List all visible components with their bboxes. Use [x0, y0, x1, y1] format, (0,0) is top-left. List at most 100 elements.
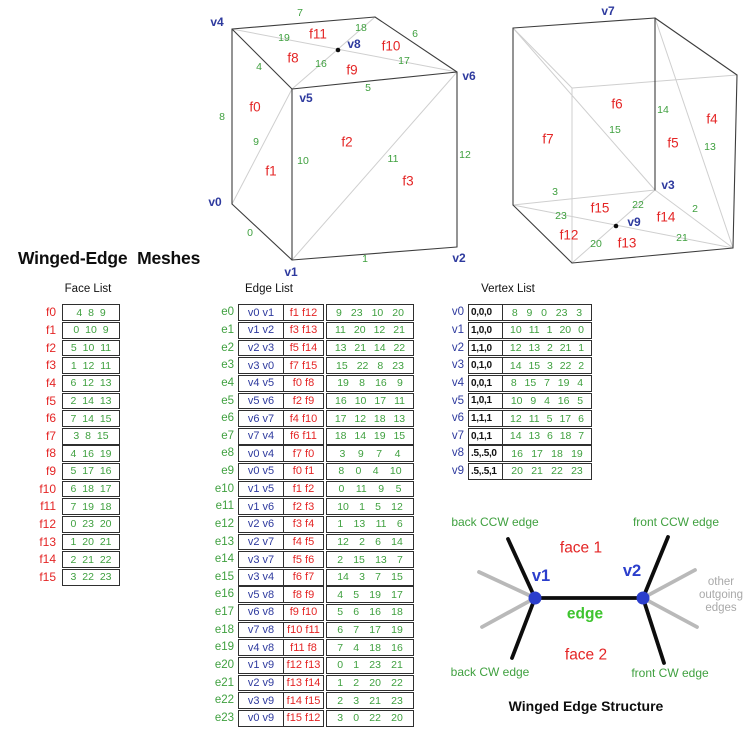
edge-list-row: e20 v1 v9 f12 f13 0 1 23 21 — [210, 656, 414, 675]
wing-edge-label: front CCW edge — [632, 515, 720, 529]
vertex-edge-value: 11 — [528, 324, 540, 337]
vertex-row-coordinates: 1,1,1 — [469, 411, 503, 426]
edge-row-label: e6 — [221, 412, 234, 425]
edge-list-row: e12 v2 v6 f3 f4 1 13 11 6 — [210, 515, 414, 534]
face-list-row: f12 0 23 20 — [30, 515, 120, 534]
edge-list-row: e10 v1 v5 f1 f2 0 11 9 5 — [210, 480, 414, 498]
edge-list-row: e14 v3 v7 f5 f6 2 15 13 7 — [210, 551, 414, 569]
face-label: f4 — [706, 111, 718, 127]
wing-edge-value: 13 — [334, 342, 347, 355]
cube-edge-line — [571, 247, 734, 264]
edge-row-wings: 4 5 19 17 — [326, 586, 414, 604]
vertex-edge-value: 3 — [576, 306, 583, 319]
vertex-list: v0 0,0,0 8 9 0 23 3 v1 1,0,0 10 11 1 20 0 v2 1,1,0 12 13 2… — [442, 304, 592, 480]
wing-edge-value: 5 — [337, 606, 344, 619]
edge-row-faces: f4 f10 — [283, 410, 324, 427]
edge-row-label: e17 — [214, 606, 234, 619]
face-label: f3 — [402, 173, 414, 189]
vertex-row-coordinates: 0,1,0 — [469, 358, 503, 374]
edge-row-wings: 0 1 23 21 — [326, 656, 414, 674]
vertex-row-data: .5,.5,0 16 17 18 19 — [468, 445, 592, 463]
vertex-row-data: .5,.5,1 20 21 22 23 — [468, 463, 592, 480]
edge-row-wings: 15 22 8 23 — [326, 357, 414, 375]
wing-edge-value: 1 — [337, 518, 344, 531]
wing-edge-value: 15 — [393, 430, 406, 443]
edge-number-label: 3 — [552, 185, 558, 198]
vertex-edge-value: 2 — [578, 359, 585, 372]
edge-number-label: 14 — [657, 103, 669, 116]
edge-row-vertices: v3 v7 — [238, 551, 284, 568]
face-row-label: f13 — [39, 534, 56, 549]
vertex-row-coordinates: .5,.5,0 — [469, 446, 503, 462]
edge-list-row: e13 v2 v7 f4 f5 12 2 6 14 — [210, 533, 414, 551]
wing-edge-value: 3 — [339, 447, 346, 460]
wing-edge-value: 13 — [353, 518, 366, 531]
edge-row-faces: f10 f11 — [283, 621, 324, 639]
cube-edge-line — [512, 204, 734, 249]
face-row-edges: 3 22 23 — [62, 568, 120, 586]
edge-number-label: 12 — [459, 148, 471, 161]
edge-row-wings: 18 14 19 15 — [326, 427, 414, 445]
vertex-dot — [335, 47, 341, 53]
vertex-edge-value: 9 — [526, 306, 533, 319]
edge-row-label: e15 — [214, 570, 234, 583]
face-label: f11 — [309, 26, 327, 42]
vertex-edge-value: 3 — [547, 359, 553, 372]
edge-row-vertices: v0 v1 — [238, 304, 284, 322]
face-row-label: f4 — [45, 375, 56, 390]
edge-list-row: e6 v6 v7 f4 f10 17 12 18 13 — [210, 410, 414, 428]
edge-row-faces: f2 f3 — [283, 498, 324, 516]
vertex-list-row: v2 1,1,0 12 13 2 21 1 — [442, 339, 592, 357]
wing-edge-value: 2 — [353, 676, 360, 689]
edge-row-vertices: v2 v6 — [238, 515, 284, 533]
edge-row-label: e16 — [214, 588, 234, 601]
face-row-edges: 5 10 11 — [62, 339, 120, 357]
edge-list-header: Edge List — [245, 283, 293, 295]
vertex-row-label: v8 — [451, 447, 464, 460]
wing-edge-value: 14 — [354, 430, 367, 443]
edge-row-vertices: v3 v0 — [238, 357, 284, 375]
vertex-row-data: 0,1,1 14 13 6 18 7 — [468, 427, 592, 445]
wing-edge-value: 0 — [353, 712, 360, 725]
wing-edge-value: 12 — [354, 412, 367, 425]
edge-list-row: e11 v1 v6 f2 f3 10 1 5 12 — [210, 498, 414, 516]
wing-edge-value: 2 — [337, 553, 344, 566]
vertex-label: v0 — [208, 195, 222, 209]
wing-edge-value: 10 — [371, 306, 384, 319]
edge-row-vertices: v7 v8 — [238, 621, 284, 639]
face-list-row: f13 1 20 21 — [30, 533, 120, 551]
face-row-edges: 0 10 9 — [62, 322, 120, 339]
vertex-edge-value: 20 — [511, 465, 523, 478]
face-row-edges: 7 14 15 — [62, 410, 120, 427]
vertex-list-row: v4 0,0,1 8 15 7 19 4 — [442, 374, 592, 393]
cube-edge-line — [291, 246, 458, 261]
wing-edge-value: 6 — [353, 606, 360, 619]
face-list-row: f7 3 8 15 — [30, 427, 120, 445]
edge-number-label: 5 — [365, 81, 371, 94]
edge-number-label: 0 — [247, 226, 253, 239]
edge-row-label: e12 — [214, 517, 234, 530]
vertex-edge-value: 12 — [510, 412, 522, 425]
edge-number-label: 8 — [219, 110, 225, 123]
vertex-row-coordinates: 0,0,1 — [469, 375, 503, 391]
edge-row-faces: f13 f14 — [283, 674, 324, 692]
wing-edge-value: 14 — [391, 535, 403, 548]
vertex-row-label: v4 — [451, 376, 464, 389]
cube-right — [512, 17, 738, 264]
wing-edge-value: 19 — [337, 377, 349, 390]
wing-edge-value: 16 — [335, 394, 347, 407]
edge-row-vertices: v4 v5 — [238, 374, 284, 392]
vertex-edge-value: 23 — [571, 465, 583, 478]
wing-edge-value: 0 — [355, 465, 362, 478]
vertex-row-data: 0,0,1 8 15 7 19 4 — [468, 374, 592, 392]
wing-edge-value: 19 — [369, 588, 381, 601]
vertex-edge-value: 15 — [524, 377, 537, 390]
face-row-label: f7 — [45, 428, 56, 443]
edge-number-label: 4 — [256, 60, 262, 73]
edge-row-label: e8 — [221, 447, 234, 460]
wing-edge-value: 6 — [396, 518, 403, 531]
edge-row-vertices: v6 v8 — [238, 604, 284, 621]
edge-list-row: e21 v2 v9 f13 f14 1 2 20 22 — [210, 674, 414, 692]
wing-edge-value: 20 — [369, 676, 381, 689]
